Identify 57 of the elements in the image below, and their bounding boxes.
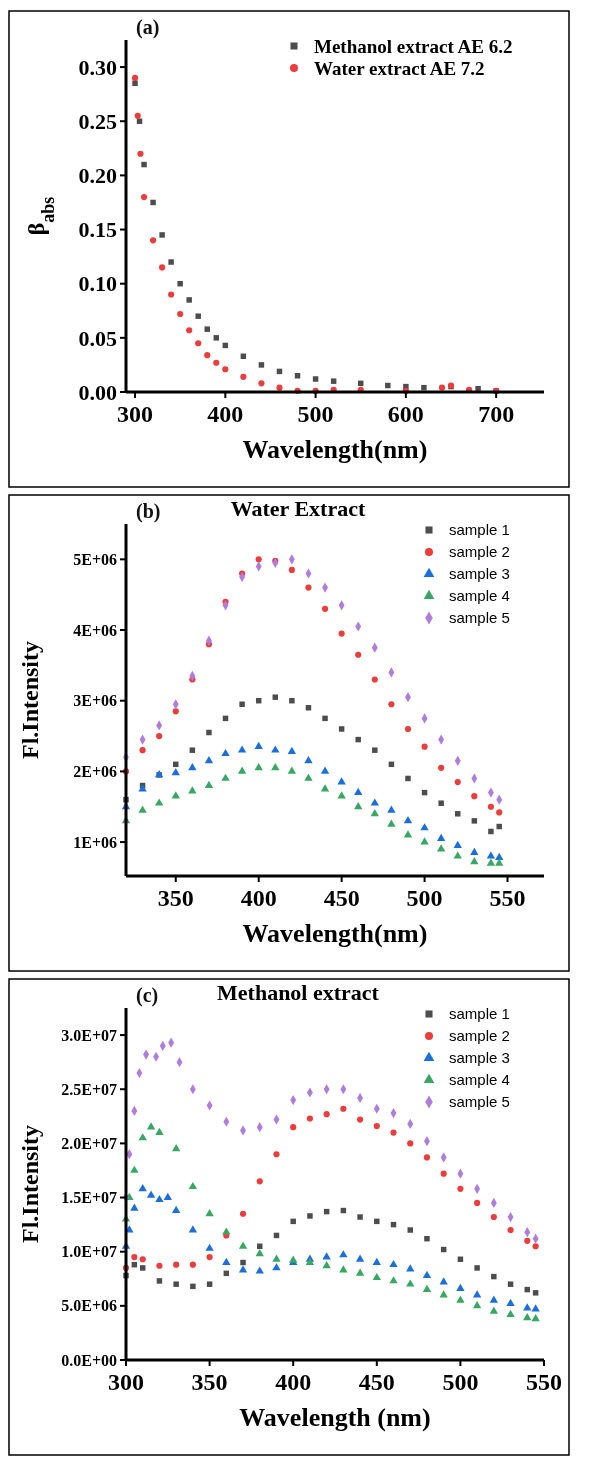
x-tick-label: 500 [406, 885, 443, 911]
x-tick-label: 600 [387, 401, 424, 427]
y-tick-label: 5E+06 [73, 550, 117, 568]
y-tick-label: 0.15 [78, 217, 117, 243]
chart-title: Water Extract [230, 496, 366, 521]
x-tick-label: 550 [489, 885, 526, 911]
legend-label: sample 1 [449, 521, 510, 539]
x-tick-label: 350 [157, 885, 194, 911]
y-tick-label: 1E+06 [73, 833, 117, 851]
y-tick-label: 0.20 [78, 163, 117, 189]
y-axis-title: Fl.Intensity [17, 640, 43, 760]
x-axis-title: Wavelength(nm) [242, 919, 428, 948]
y-tick-label: 3E+06 [73, 692, 117, 710]
legend-label: sample 5 [449, 609, 510, 627]
x-axis-title: Wavelength (nm) [239, 1403, 431, 1432]
x-tick-label: 450 [323, 885, 360, 911]
y-tick-label: 3.0E+07 [61, 1026, 117, 1044]
y-axis-title: Fl.Intensity [17, 1124, 43, 1244]
x-tick-label: 400 [207, 401, 244, 427]
legend-label: Methanol extract AE 6.2 [314, 35, 513, 57]
y-tick-label: 1.5E+07 [61, 1189, 117, 1207]
x-tick-label: 500 [297, 401, 334, 427]
legend-label: sample 3 [449, 565, 510, 583]
y-tick-label: 2.5E+07 [61, 1080, 117, 1098]
x-tick-label: 500 [442, 1369, 479, 1395]
y-tick-label: 2.0E+07 [61, 1134, 117, 1152]
y-tick-label: 0.30 [78, 54, 117, 80]
x-tick-label: 550 [526, 1369, 562, 1395]
y-tick-label: 0.10 [78, 271, 117, 297]
y-tick-label: 0.25 [78, 108, 117, 134]
y-tick-label: 0.00 [78, 379, 117, 405]
y-tick-label: 4E+06 [73, 621, 117, 639]
x-tick-label: 400 [240, 885, 277, 911]
x-tick-label: 300 [108, 1369, 144, 1395]
x-tick-label: 350 [191, 1369, 228, 1395]
legend-label: Water extract AE 7.2 [314, 57, 485, 79]
y-tick-label: 1.0E+07 [61, 1243, 117, 1261]
y-tick-label: 5.0E+06 [61, 1297, 117, 1315]
legend-label: sample 2 [449, 543, 510, 561]
legend-label: sample 5 [449, 1093, 510, 1111]
legend-label: sample 2 [449, 1027, 510, 1045]
x-tick-label: 450 [358, 1369, 395, 1395]
text: (c) [136, 984, 159, 1007]
x-axis-title: Wavelength(nm) [242, 435, 428, 464]
text: (b) [136, 500, 161, 523]
legend-label: sample 3 [449, 1049, 510, 1067]
x-tick-label: 400 [275, 1369, 312, 1395]
x-tick-label: 300 [117, 401, 154, 427]
legend-label: sample 4 [449, 587, 510, 605]
legend-label: sample 4 [449, 1071, 510, 1089]
chart-title: Methanol extract [217, 980, 380, 1005]
y-tick-label: 2E+06 [73, 762, 117, 780]
x-tick-label: 700 [478, 401, 515, 427]
text: (a) [136, 16, 160, 39]
legend-label: sample 1 [449, 1005, 510, 1023]
y-tick-label: 0.0E+00 [61, 1351, 117, 1369]
y-tick-label: 0.05 [78, 325, 117, 351]
